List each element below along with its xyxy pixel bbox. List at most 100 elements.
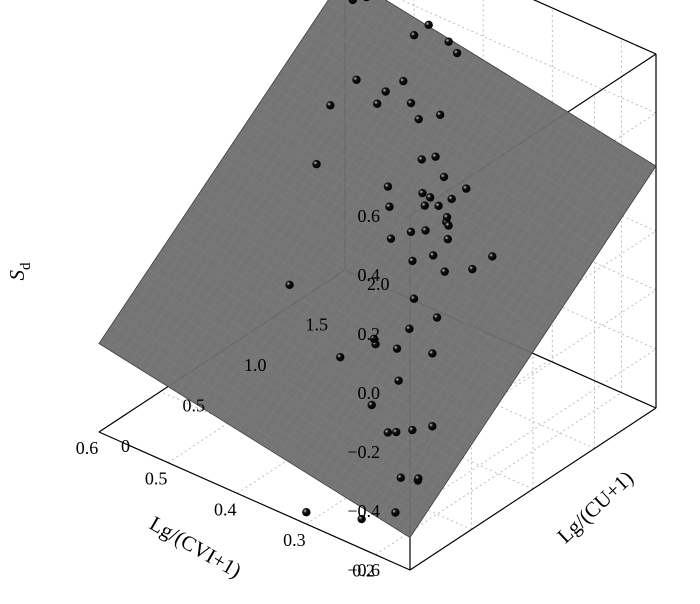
data-point	[386, 234, 396, 243]
data-point	[302, 508, 311, 517]
grid-line	[409, 230, 657, 394]
plane-mesh-line	[364, 0, 650, 176]
x-tick-label: 0.4	[214, 499, 237, 519]
data-point	[434, 201, 443, 211]
data-point	[381, 87, 390, 96]
data-point	[420, 201, 429, 210]
plane-mesh-line	[114, 0, 351, 354]
tick-labels-layer: 0.60.40.20.0−0.2−0.4−0.60.20.30.40.50.6 0…	[76, 206, 390, 581]
y-tick-label: 0.5	[183, 396, 206, 416]
plane-mesh-line	[160, 13, 408, 383]
data-point	[417, 155, 426, 164]
plane-mesh-line	[342, 0, 644, 185]
x-tick-label: 0.6	[76, 438, 99, 458]
y-tick-label: 1.0	[244, 355, 267, 375]
axis-frame-edge	[98, 431, 411, 571]
data-point	[394, 376, 403, 385]
data-point	[383, 182, 393, 191]
data-point	[414, 114, 423, 124]
data-point	[414, 474, 423, 483]
data-point	[439, 172, 449, 182]
data-point	[418, 188, 427, 198]
plane-mesh-line	[301, 39, 614, 232]
data-point	[348, 0, 357, 5]
plane-mesh-line	[176, 22, 423, 393]
z-tick-label: −0.6	[347, 560, 380, 580]
plane-mesh-line	[295, 48, 607, 241]
data-point	[396, 473, 406, 482]
data-point	[444, 221, 453, 230]
data-point	[444, 37, 453, 46]
plane-mesh-line	[240, 131, 552, 325]
data-point	[363, 0, 370, 2]
axis-frame-edge	[409, 407, 657, 571]
data-point	[285, 280, 294, 290]
grid-line	[306, 361, 553, 525]
plane-mesh-line	[258, 103, 571, 297]
data-point	[421, 226, 430, 235]
data-point	[367, 400, 376, 410]
data-point	[312, 159, 321, 169]
data-point	[399, 76, 408, 86]
data-point	[431, 152, 440, 161]
plane-mesh-line	[137, 0, 384, 368]
y-tick-label: 1.5	[306, 315, 329, 335]
y-axis-title: Lg/(CU+1)	[552, 466, 638, 548]
plane-mesh-line	[228, 149, 540, 343]
data-point	[452, 48, 462, 58]
x-tick-label: 0.5	[145, 469, 168, 489]
plane-mesh-line	[223, 51, 470, 422]
plane-mesh-line	[129, 0, 373, 364]
data-point	[440, 267, 449, 276]
data-point	[352, 75, 361, 84]
plane-mesh-line	[238, 60, 486, 431]
data-point	[357, 514, 366, 524]
z-axis-title-main: S	[5, 270, 29, 281]
y-tick-label: 0	[121, 436, 130, 456]
y-tick-label: 2.0	[367, 274, 390, 294]
plane-mesh-line	[221, 159, 534, 353]
data-point	[447, 194, 456, 204]
plane-mesh-line	[199, 36, 447, 407]
data-point	[442, 213, 452, 222]
data-point	[391, 508, 400, 517]
data-point	[369, 334, 379, 344]
grid-line	[375, 392, 622, 556]
z-tick-label: 0.2	[358, 324, 381, 344]
data-point	[409, 30, 419, 40]
data-point	[462, 184, 471, 193]
plane-mesh-line	[168, 17, 416, 388]
data-point	[392, 344, 402, 353]
z-tick-label: 0.6	[358, 206, 381, 226]
plane-mesh-line	[252, 112, 564, 306]
x-tick-label: 0.2	[352, 561, 375, 581]
plane-mesh-line	[145, 3, 392, 373]
z-tick-label: 0.0	[358, 383, 381, 403]
data-point	[435, 110, 445, 120]
x-tick-label: 0.3	[283, 530, 306, 550]
data-point	[443, 234, 452, 244]
plane-mesh-line	[192, 32, 439, 402]
fit-plane-layer	[98, 0, 657, 539]
data-point	[428, 422, 437, 431]
points-layer	[285, 0, 497, 524]
plane-mesh-line	[289, 57, 601, 250]
z-tick-label: −0.4	[347, 501, 380, 521]
plane-mesh-line	[271, 85, 583, 278]
data-point	[383, 428, 393, 437]
data-point	[326, 101, 335, 110]
plane-mesh-line	[320, 11, 632, 204]
grid-line	[409, 348, 657, 512]
z-axis-title: S d	[5, 262, 34, 281]
z-axis-title-sub: d	[18, 262, 34, 270]
data-point	[425, 193, 435, 202]
z-tick-label: 0.4	[358, 265, 381, 285]
grid-line	[409, 289, 657, 453]
plane-mesh-line	[184, 27, 431, 398]
data-point	[408, 425, 417, 435]
axis-frame-edge	[532, 0, 657, 55]
z-tick-label: −0.2	[347, 442, 380, 462]
data-point	[488, 252, 497, 261]
plane-mesh-line	[314, 20, 626, 213]
